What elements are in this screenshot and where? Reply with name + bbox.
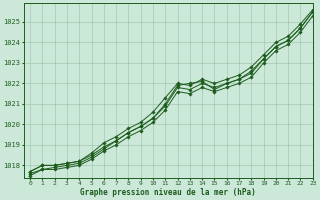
X-axis label: Graphe pression niveau de la mer (hPa): Graphe pression niveau de la mer (hPa) [81, 188, 256, 197]
